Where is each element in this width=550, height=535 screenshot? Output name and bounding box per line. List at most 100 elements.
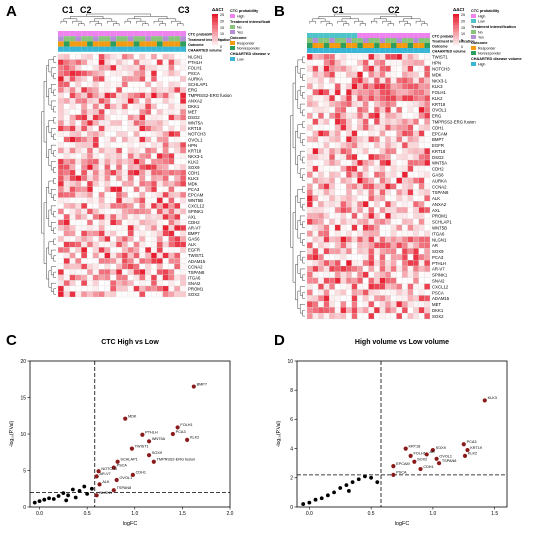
heat-cell bbox=[312, 307, 319, 314]
gene-label: OVOL1 bbox=[432, 108, 447, 113]
heat-cell bbox=[407, 277, 414, 284]
heat-cell bbox=[418, 201, 425, 208]
heat-cell bbox=[390, 312, 397, 320]
heat-cell bbox=[139, 175, 146, 182]
heat-cell bbox=[63, 219, 70, 226]
heat-cell bbox=[168, 169, 175, 176]
heat-cell bbox=[168, 109, 175, 115]
dendrogram-branch bbox=[320, 20, 330, 24]
annotation-cell bbox=[63, 36, 70, 42]
heat-cell bbox=[318, 89, 324, 96]
heat-cell bbox=[121, 75, 128, 82]
heat-cell bbox=[357, 283, 364, 290]
heat-cell bbox=[418, 83, 425, 90]
dendrogram-branch bbox=[354, 20, 364, 24]
point-label: PSCA bbox=[117, 463, 128, 467]
heat-cell bbox=[401, 254, 408, 261]
heat-cell bbox=[407, 236, 414, 243]
heat-cell bbox=[312, 159, 319, 167]
heat-cell bbox=[69, 92, 76, 99]
heat-cell bbox=[121, 214, 128, 220]
heat-cell bbox=[180, 252, 187, 259]
heat-cell bbox=[318, 224, 324, 231]
heat-cell bbox=[156, 59, 163, 66]
point-significant bbox=[140, 432, 145, 437]
point-nonsignificant bbox=[350, 480, 355, 485]
heat-cell bbox=[329, 89, 336, 96]
heat-cell bbox=[162, 274, 169, 281]
heat-cell bbox=[346, 224, 352, 231]
heat-cell bbox=[92, 142, 99, 149]
heat-cell bbox=[92, 208, 99, 215]
heat-cell bbox=[373, 65, 380, 72]
heat-cell bbox=[362, 242, 369, 249]
dendrogram-branch bbox=[302, 221, 305, 228]
legend-swatch bbox=[471, 35, 476, 39]
heat-cell bbox=[390, 118, 397, 125]
gene-label: AXL bbox=[188, 215, 197, 220]
point-label: OVOL1 bbox=[119, 476, 132, 480]
heat-cell bbox=[92, 136, 99, 143]
heat-cell bbox=[98, 219, 105, 226]
heat-cell bbox=[413, 212, 419, 220]
heat-cell bbox=[121, 81, 128, 88]
point-label: AR-V7 bbox=[99, 472, 110, 476]
point-label: NLGN1 bbox=[99, 491, 112, 495]
heat-cell bbox=[424, 71, 431, 78]
heat-cell bbox=[116, 214, 123, 220]
heat-cell bbox=[145, 70, 152, 77]
heat-cell bbox=[180, 197, 187, 204]
heat-cell bbox=[401, 65, 408, 72]
annotation-cell bbox=[368, 43, 375, 48]
heat-cell bbox=[368, 142, 375, 149]
heat-cell bbox=[86, 263, 94, 270]
heat-cell bbox=[385, 89, 391, 96]
heat-cell bbox=[357, 224, 364, 231]
heat-cell bbox=[340, 77, 347, 84]
heat-cell bbox=[162, 263, 169, 270]
heat-cell bbox=[104, 92, 111, 99]
heat-cell bbox=[86, 75, 94, 82]
heat-cell bbox=[162, 147, 169, 154]
heat-cell bbox=[116, 114, 123, 121]
heat-cell bbox=[81, 186, 88, 193]
heat-cell bbox=[346, 124, 352, 131]
heat-cell bbox=[116, 208, 123, 215]
heat-cell bbox=[357, 77, 364, 84]
heat-cell bbox=[162, 142, 169, 149]
heat-cell bbox=[346, 254, 352, 261]
heat-cell bbox=[318, 77, 324, 84]
heat-cell bbox=[351, 242, 358, 249]
heat-cell bbox=[390, 142, 397, 149]
heat-cell bbox=[139, 280, 146, 287]
legend-scale-step bbox=[453, 44, 459, 47]
heat-cell bbox=[180, 147, 187, 154]
heat-cell bbox=[424, 148, 431, 155]
heat-cell bbox=[127, 263, 134, 270]
dendrogram-branch bbox=[326, 23, 333, 26]
heat-cell bbox=[424, 142, 431, 149]
heat-cell bbox=[180, 153, 187, 160]
annotation-cell bbox=[346, 48, 352, 53]
point-nonsignificant bbox=[344, 483, 349, 487]
annotation-cell bbox=[92, 36, 99, 42]
heat-cell bbox=[150, 285, 158, 292]
heat-cell bbox=[110, 274, 117, 281]
dendrogram-branch bbox=[53, 227, 56, 234]
heat-cell bbox=[329, 212, 336, 220]
heat-cell bbox=[63, 131, 70, 137]
heat-cell bbox=[75, 120, 82, 126]
heat-cell bbox=[351, 201, 358, 208]
heat-cell bbox=[373, 142, 380, 149]
heat-cell bbox=[379, 301, 386, 308]
heat-cell bbox=[168, 87, 175, 93]
heat-cell bbox=[116, 241, 123, 248]
heat-cell bbox=[368, 206, 375, 214]
heat-cell bbox=[168, 269, 175, 276]
heat-cell bbox=[81, 92, 88, 99]
heat-cell bbox=[368, 136, 375, 143]
heat-cell bbox=[407, 265, 414, 273]
heat-cell bbox=[162, 87, 169, 93]
heat-cell bbox=[145, 219, 152, 226]
heat-cell bbox=[81, 219, 88, 226]
